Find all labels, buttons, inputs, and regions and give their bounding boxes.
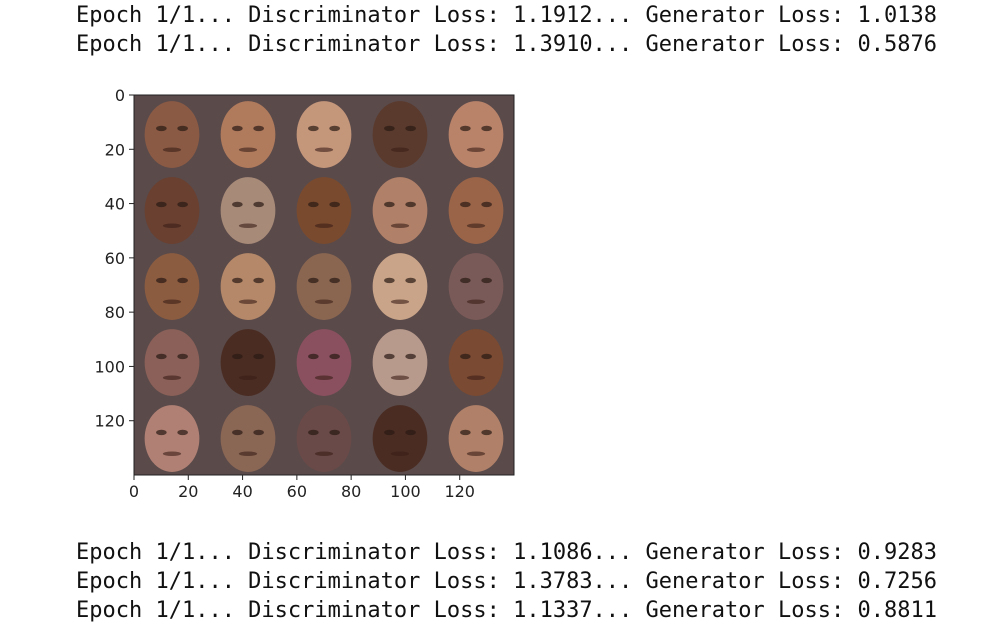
face-sample-tile: [134, 323, 210, 399]
training-log-top: Epoch 1/1... Discriminator Loss: 1.1912.…: [76, 1, 937, 59]
face-sample-tile: [362, 95, 438, 171]
face-sample-tile: [362, 323, 438, 399]
samples-plot-svg: 0 20 40 60 80 100 120 0 20 40 60 80 100 120: [94, 86, 515, 501]
face-sample-grid: [134, 95, 514, 475]
face-sample-tile: [286, 323, 362, 399]
x-axis: 0 20 40 60 80 100 120: [129, 475, 475, 501]
log-line: Epoch 1/1... Discriminator Loss: 1.1912.…: [76, 3, 937, 28]
x-tick-label: 120: [444, 482, 475, 501]
y-axis: 0 20 40 60 80 100 120: [94, 86, 134, 431]
face-sample-tile: [134, 95, 210, 171]
face-sample-tile: [362, 399, 438, 475]
face-sample-tile: [286, 247, 362, 323]
face-sample-tile: [286, 399, 362, 475]
face-sample-tile: [210, 323, 286, 399]
x-tick-label: 0: [129, 482, 139, 501]
x-tick-label: 100: [390, 482, 421, 501]
face-sample-tile: [438, 247, 514, 323]
x-tick-label: 40: [232, 482, 252, 501]
face-sample-tile: [286, 95, 362, 171]
face-sample-tile: [134, 247, 210, 323]
y-tick-label: 120: [94, 412, 125, 431]
face-sample-tile: [210, 247, 286, 323]
face-sample-tile: [210, 171, 286, 247]
face-sample-tile: [438, 95, 514, 171]
x-tick-label: 60: [287, 482, 307, 501]
x-tick-label: 20: [178, 482, 198, 501]
face-sample-tile: [210, 95, 286, 171]
y-tick-label: 40: [105, 195, 125, 214]
y-tick-label: 20: [105, 140, 125, 159]
face-sample-tile: [438, 399, 514, 475]
y-tick-label: 100: [94, 357, 125, 376]
face-sample-tile: [210, 399, 286, 475]
y-tick-label: 0: [115, 86, 125, 105]
face-sample-tile: [362, 171, 438, 247]
y-tick-label: 60: [105, 249, 125, 268]
log-line: Epoch 1/1... Discriminator Loss: 1.1086.…: [76, 540, 937, 565]
training-log-bottom: Epoch 1/1... Discriminator Loss: 1.1086.…: [76, 538, 937, 625]
face-sample-tile: [438, 323, 514, 399]
log-line: Epoch 1/1... Discriminator Loss: 1.1337.…: [76, 598, 937, 623]
face-sample-tile: [134, 399, 210, 475]
face-sample-tile: [362, 247, 438, 323]
face-sample-tile: [286, 171, 362, 247]
log-line: Epoch 1/1... Discriminator Loss: 1.3910.…: [76, 32, 937, 57]
face-sample-tile: [134, 171, 210, 247]
axes-frame: [133, 94, 515, 476]
y-tick-label: 80: [105, 303, 125, 322]
face-sample-tile: [438, 171, 514, 247]
log-line: Epoch 1/1... Discriminator Loss: 1.3783.…: [76, 569, 937, 594]
x-tick-label: 80: [341, 482, 361, 501]
generated-samples-plot: 0 20 40 60 80 100 120 0 20 40 60 80 100 120: [70, 80, 530, 510]
